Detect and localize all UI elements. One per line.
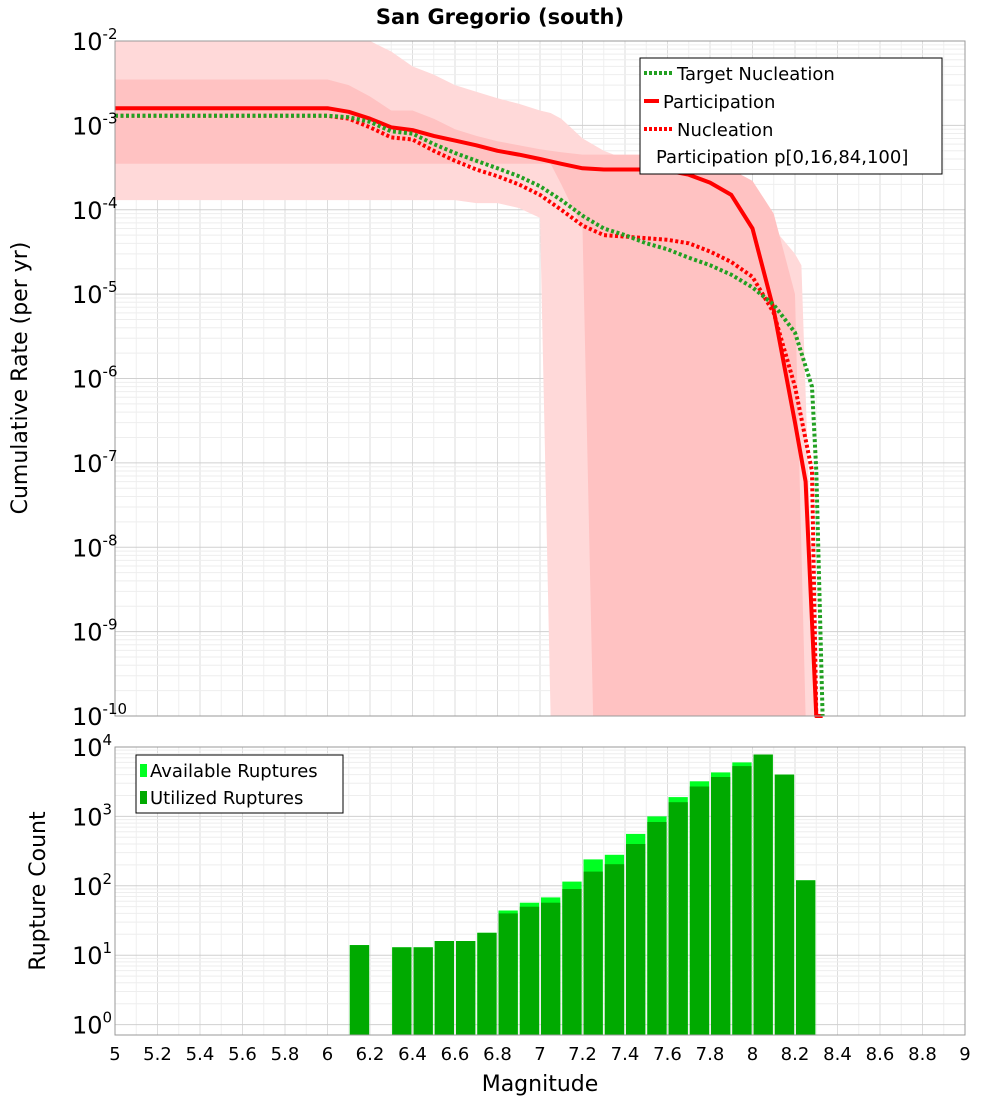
legend-label-utilized: Utilized Ruptures: [150, 788, 303, 809]
x-tick-label: 6.8: [483, 1044, 512, 1065]
series-participation: [115, 106, 823, 718]
x-tick-label: 8: [747, 1044, 758, 1065]
count-grid: [114, 747, 966, 1035]
rate-y-tick-label: 10-8: [72, 531, 118, 562]
chart-title: San Gregorio (south): [376, 5, 624, 29]
x-tick-label: 5: [109, 1044, 120, 1065]
count-y-axis-label: Rupture Count: [26, 811, 51, 971]
x-tick-label: 8.6: [866, 1044, 895, 1065]
count-y-tick-label: 102: [72, 870, 112, 901]
rate-y-tick-labels: 10-2 10-3 10-4 10-5 10-6 10-7 10-8 10-9 10-10: [72, 25, 127, 731]
x-tick-label: 8.2: [781, 1044, 810, 1065]
x-tick-label: 9: [959, 1044, 970, 1065]
legend-label-band: Participation p[0,16,84,100]: [656, 147, 908, 168]
bar-utilized: [349, 945, 370, 1035]
bar-utilized: [668, 802, 688, 1035]
bar-utilized: [562, 889, 582, 1035]
series-target-nucleation: [115, 113, 825, 717]
rate-lines: [115, 106, 825, 718]
bar-utilized: [774, 774, 795, 1035]
rate-panel: 10-2 10-3 10-4 10-5 10-6 10-7 10-8 10-9 10-10 Cu…: [8, 25, 966, 731]
x-tick-labels: 5 5.2 5.4 5.6 5.8 6 6.2 6.4 6.6 6.8 7 7.2 7.4 7.6 7.8 8…: [109, 1044, 970, 1065]
series-nucleation: [115, 113, 823, 718]
bar-utilized: [519, 906, 540, 1035]
bar-utilized: [796, 880, 816, 1035]
bar-utilized: [498, 913, 518, 1035]
bar-utilized: [732, 766, 752, 1035]
x-tick-label: 6.2: [356, 1044, 385, 1065]
rate-y-tick-label: 10-10: [72, 700, 127, 731]
count-legend-box: [135, 754, 344, 814]
x-tick-label: 8.8: [908, 1044, 937, 1065]
rate-y-axis-label: Cumulative Rate (per yr): [8, 242, 33, 515]
x-tick-label: 5.6: [228, 1044, 257, 1065]
count-bars: [349, 754, 816, 1035]
bar-utilized: [434, 941, 454, 1035]
bar-utilized: [647, 822, 667, 1035]
bar-utilized: [711, 777, 731, 1035]
legend-label-target: Target Nucleation: [676, 64, 835, 85]
legend-label-nucleation: Nucleation: [677, 120, 773, 141]
rate-y-tick-label: 10-5: [72, 278, 118, 309]
legend-label-available: Available Ruptures: [150, 761, 318, 782]
rate-y-tick-label: 10-3: [72, 109, 118, 140]
count-legend: Available Ruptures Utilized Ruptures: [135, 754, 344, 814]
bar-utilized: [456, 941, 476, 1035]
rate-y-tick-label: 10-9: [72, 616, 118, 647]
count-y-tick-labels: 104 103 102 101 100: [72, 731, 112, 1040]
legend-label-participation: Participation: [663, 92, 775, 113]
rate-y-tick-label: 10-7: [72, 447, 118, 478]
bar-utilized: [753, 754, 773, 1035]
bar-utilized: [626, 844, 646, 1035]
x-tick-label: 7.4: [611, 1044, 640, 1065]
count-y-tick-label: 100: [72, 1009, 112, 1040]
count-y-tick-label: 103: [72, 800, 112, 831]
x-tick-label: 6.4: [398, 1044, 427, 1065]
x-tick-label: 7.2: [568, 1044, 597, 1065]
legend-swatch-utilized: [140, 791, 147, 804]
count-y-tick-label: 101: [72, 939, 112, 970]
bar-utilized: [541, 902, 561, 1035]
rate-plot-frame: [114, 40, 966, 717]
bar-utilized: [604, 864, 625, 1035]
rate-y-tick-label: 10-4: [72, 194, 118, 225]
x-tick-label: 5.4: [186, 1044, 215, 1065]
x-tick-label: 5.8: [271, 1044, 300, 1065]
bar-utilized: [477, 932, 497, 1035]
count-panel: 104 103 102 101 100 5 5.2 5.4 5.6 5.8 6 6.2 6.4 6.6 6…: [26, 731, 971, 1097]
legend-swatch-available: [140, 764, 147, 777]
rate-y-tick-label: 10-2: [72, 25, 118, 56]
count-y-tick-label: 104: [72, 731, 112, 762]
count-plot-frame: [114, 746, 966, 1036]
x-axis-label: Magnitude: [482, 1072, 599, 1097]
rate-legend: Target Nucleation Participation Nucleati…: [639, 57, 943, 175]
bar-utilized: [583, 871, 603, 1035]
x-tick-label: 5.2: [143, 1044, 172, 1065]
x-tick-label: 7.6: [653, 1044, 682, 1065]
rate-y-tick-label: 10-6: [72, 363, 118, 394]
bar-utilized: [413, 947, 433, 1035]
x-tick-label: 7: [534, 1044, 545, 1065]
rate-legend-box: [639, 57, 943, 175]
bar-utilized: [689, 786, 710, 1035]
x-tick-label: 6.6: [441, 1044, 470, 1065]
x-tick-label: 7.8: [696, 1044, 725, 1065]
x-tick-label: 8.4: [823, 1044, 852, 1065]
bar-utilized: [392, 947, 412, 1035]
x-tick-label: 6: [322, 1044, 333, 1065]
